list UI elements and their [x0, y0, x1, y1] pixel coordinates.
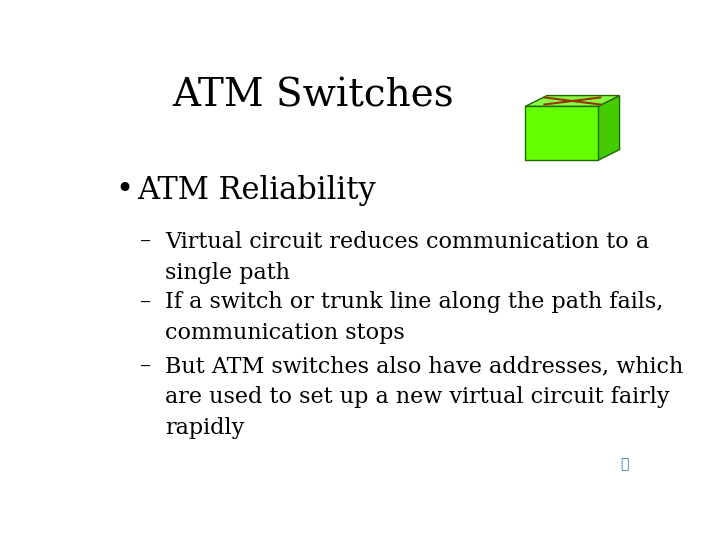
Text: •: •	[115, 175, 133, 206]
Text: –: –	[140, 231, 151, 253]
Text: –: –	[140, 292, 151, 313]
Polygon shape	[526, 106, 598, 160]
Text: –: –	[140, 356, 151, 378]
Polygon shape	[526, 96, 619, 106]
Text: If a switch or trunk line along the path fails,
communication stops: If a switch or trunk line along the path…	[166, 292, 664, 344]
Text: ATM Reliability: ATM Reliability	[138, 175, 376, 206]
Text: ATM Switches: ATM Switches	[172, 77, 454, 114]
Polygon shape	[598, 96, 619, 160]
Text: Virtual circuit reduces communication to a
single path: Virtual circuit reduces communication to…	[166, 231, 649, 284]
Text: But ATM switches also have addresses, which
are used to set up a new virtual cir: But ATM switches also have addresses, wh…	[166, 356, 683, 439]
Text: 🔈: 🔈	[620, 457, 629, 471]
